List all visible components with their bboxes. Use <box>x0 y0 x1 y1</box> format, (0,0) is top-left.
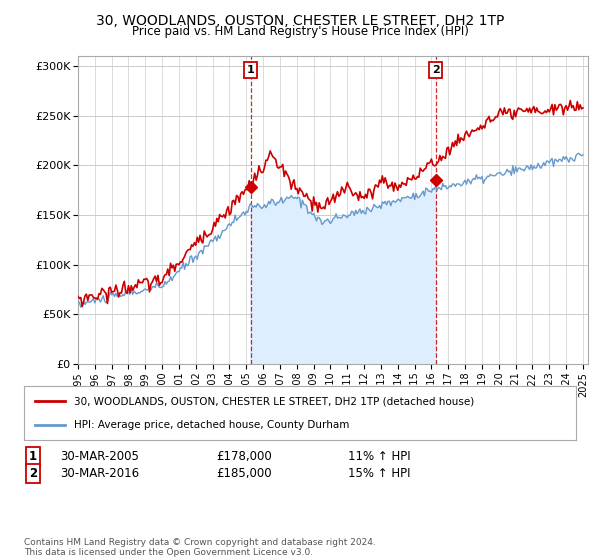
Text: HPI: Average price, detached house, County Durham: HPI: Average price, detached house, Coun… <box>74 419 349 430</box>
Text: 1: 1 <box>29 450 37 463</box>
Text: Price paid vs. HM Land Registry's House Price Index (HPI): Price paid vs. HM Land Registry's House … <box>131 25 469 38</box>
Text: 30-MAR-2005: 30-MAR-2005 <box>60 450 139 463</box>
Text: £178,000: £178,000 <box>216 450 272 463</box>
Text: 2: 2 <box>432 65 440 75</box>
Text: Contains HM Land Registry data © Crown copyright and database right 2024.
This d: Contains HM Land Registry data © Crown c… <box>24 538 376 557</box>
Text: 30, WOODLANDS, OUSTON, CHESTER LE STREET, DH2 1TP: 30, WOODLANDS, OUSTON, CHESTER LE STREET… <box>96 14 504 28</box>
Text: 11% ↑ HPI: 11% ↑ HPI <box>348 450 410 463</box>
Text: 30-MAR-2016: 30-MAR-2016 <box>60 466 139 480</box>
Text: 1: 1 <box>247 65 254 75</box>
Text: 15% ↑ HPI: 15% ↑ HPI <box>348 466 410 480</box>
Text: 30, WOODLANDS, OUSTON, CHESTER LE STREET, DH2 1TP (detached house): 30, WOODLANDS, OUSTON, CHESTER LE STREET… <box>74 396 474 407</box>
Text: 2: 2 <box>29 466 37 480</box>
Text: £185,000: £185,000 <box>216 466 272 480</box>
